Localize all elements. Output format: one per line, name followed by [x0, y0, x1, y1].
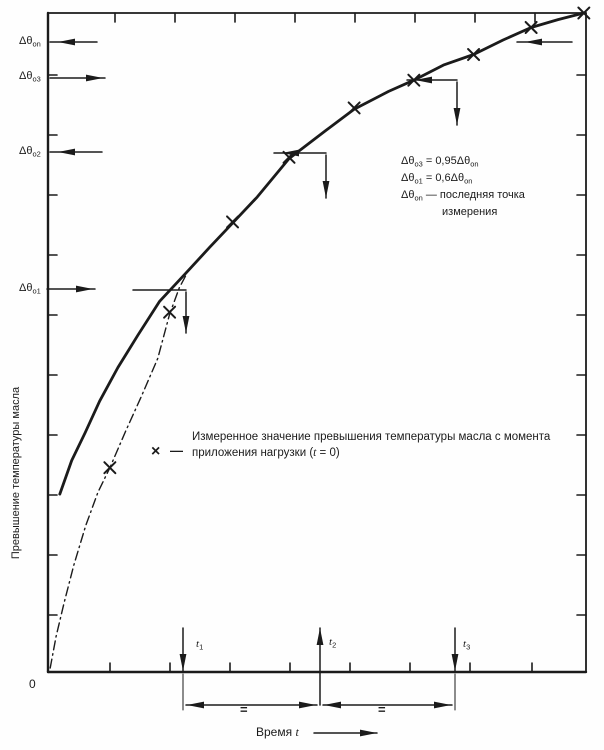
measured-x-marker [282, 150, 296, 164]
measured-x-marker [103, 461, 117, 475]
dimension-line-t2-t3-head [324, 701, 341, 709]
measured-x-marker [524, 20, 538, 34]
measured-x-marker [226, 215, 240, 229]
legend-text-line-2: приложения нагрузки (t = 0) [192, 447, 340, 459]
y-axis-title: Превышение температуры масла [10, 386, 22, 560]
plot-frame [46, 11, 588, 674]
measured-x-marker [577, 6, 591, 20]
origin-label: 0 [29, 677, 36, 691]
time-axis-direction-arrow-head [360, 729, 377, 737]
dimension-line-t1-t2-head [299, 701, 316, 709]
time-arrow-t3-head [451, 654, 459, 671]
level-arrow-theta-o1-axis-head [76, 285, 93, 293]
annotation-relation-2: Δθо1 = 0,6Δθоn [401, 172, 473, 186]
level-arrow-theta-o3-axis-head [86, 74, 103, 82]
dimension-line-t1-t2-head [187, 701, 204, 709]
level-arrow-theta-o2-axis-head [58, 148, 75, 156]
y-label-theta-o3: Δθо3 [19, 70, 41, 84]
time-label-t2: t2 [329, 636, 337, 650]
level-line-theta-o3-curve-head [415, 76, 432, 84]
axis-ticks [47, 12, 587, 673]
dimension-line-t2-t3-head [434, 701, 451, 709]
x-axis-title: Время t [256, 725, 299, 739]
construction-arrows [46, 38, 573, 737]
legend-text-line-1: Измеренное значение превышения температу… [192, 431, 551, 443]
time-label-t1: t1 [196, 638, 204, 652]
measured-dashdot-curve [49, 273, 188, 669]
drop-arrow-t2-upper-head [322, 181, 330, 198]
time-arrow-t2-head [316, 628, 324, 645]
measured-point-markers [103, 6, 591, 475]
smoothed-curve [58, 11, 586, 496]
drop-arrow-t3-upper-head [453, 108, 461, 125]
equal-interval-mark-1: = [240, 702, 248, 717]
y-label-theta-on: Δθоn [19, 35, 41, 49]
measured-x-marker [347, 101, 361, 115]
y-label-theta-o1: Δθо1 [19, 282, 41, 296]
level-arrow-theta-on-curve-head [525, 38, 542, 46]
legend-x-marker: × [151, 443, 161, 460]
annotation-relation-3: Δθоn — последняя точка [401, 189, 525, 203]
level-arrow-theta-on-axis-head [58, 38, 75, 46]
equal-interval-mark-2: = [378, 702, 386, 717]
time-arrow-t1-head [179, 654, 187, 671]
annotation-relation-3b: измерения [442, 206, 498, 218]
annotation-relation-1: Δθо3 = 0,95Δθоn [401, 155, 479, 169]
drop-arrow-t1-upper-head [182, 316, 190, 333]
temperature-curves [49, 11, 586, 669]
y-label-theta-o2: Δθо2 [19, 145, 41, 159]
measured-x-marker [163, 305, 177, 319]
measured-x-marker [467, 48, 481, 62]
time-label-t3: t3 [463, 638, 471, 652]
measured-x-marker [407, 73, 421, 87]
legend-dash: — [170, 443, 183, 458]
